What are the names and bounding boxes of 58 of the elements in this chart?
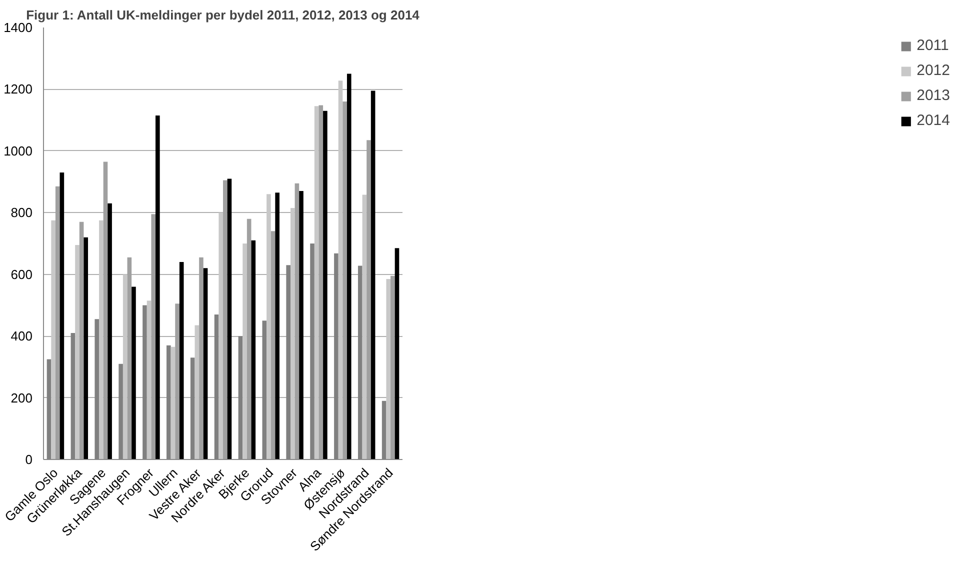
bar [318,105,324,460]
y-tick-label: 1200 [4,82,32,97]
legend-label: 2011 [916,37,949,54]
bar [108,203,112,460]
bar [51,220,56,460]
bar [79,222,84,460]
bar [175,304,180,460]
bar [386,278,391,460]
bar [290,208,295,460]
bar [338,80,343,460]
bar [223,180,228,460]
bar [127,257,132,460]
legend-label: 2014 [916,112,950,129]
bar [390,276,395,460]
bar [366,140,371,460]
bar [146,300,152,460]
bar [99,220,104,460]
bar [346,74,352,460]
y-tick-label: 400 [10,328,33,344]
bar [246,218,252,460]
bar [199,257,204,460]
bar [179,262,184,460]
bar [170,346,176,460]
bar [156,115,160,460]
bar [314,106,319,460]
bar [218,212,223,460]
bar [227,178,232,460]
bar [203,268,208,460]
bar [370,90,376,460]
bar [362,194,367,460]
bar [151,214,156,460]
bar [75,245,80,460]
bar [323,110,328,460]
y-tick-label: 600 [10,266,33,282]
bar [55,186,60,460]
bar [132,286,136,460]
bar [342,102,347,460]
y-tick-label: 0 [25,452,33,467]
legend-label: 2013 [916,87,950,104]
bar [122,274,128,460]
bar [251,240,256,460]
bar [242,244,247,460]
y-tick-label: 800 [10,205,33,220]
bar [275,192,280,460]
bar [294,183,300,460]
bar [266,194,271,460]
bar [194,325,200,460]
y-tick-label: 1000 [4,143,32,158]
y-tick-label: 200 [10,390,33,406]
y-tick-label: 1400 [4,20,32,35]
bar [394,248,400,460]
bar [103,162,108,460]
bar [270,231,276,460]
legend-label: 2012 [916,62,950,79]
bar [60,172,64,460]
bar [299,191,304,460]
bar [84,237,88,460]
chart-title: Figur 1: Antall UK-meldinger per bydel 2011, 2012, 2013 og 2014 [26,8,420,22]
